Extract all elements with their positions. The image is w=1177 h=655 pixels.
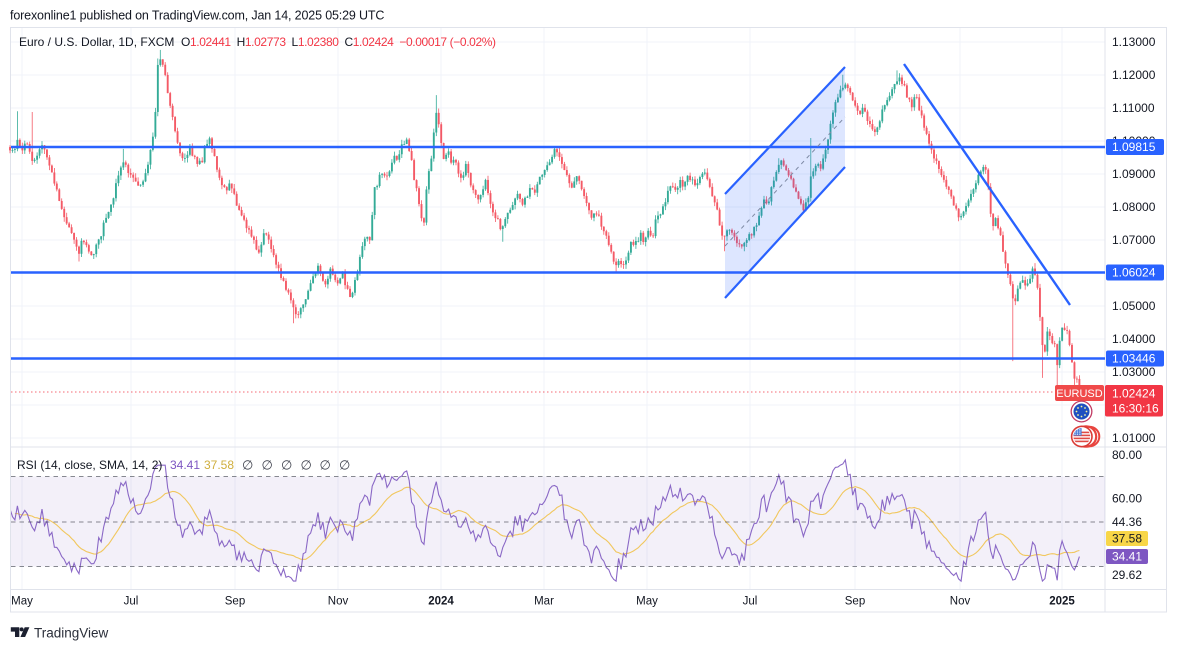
svg-text:1.11000: 1.11000 xyxy=(1112,101,1155,115)
svg-text:Sep: Sep xyxy=(845,596,865,608)
svg-text:80.00: 80.00 xyxy=(1112,448,1142,462)
svg-text:1.04000: 1.04000 xyxy=(1112,332,1156,346)
svg-text:1.05000: 1.05000 xyxy=(1112,299,1156,313)
svg-text:2025: 2025 xyxy=(1049,596,1075,608)
svg-text:37.58: 37.58 xyxy=(204,458,234,472)
svg-text:34.41: 34.41 xyxy=(170,458,200,472)
svg-text:TradingView: TradingView xyxy=(34,626,109,641)
svg-text:EURUSD: EURUSD xyxy=(1056,388,1103,400)
svg-text:Euro / U.S. Dollar, 1D, FXCM: Euro / U.S. Dollar, 1D, FXCM xyxy=(19,35,174,49)
svg-text:60.00: 60.00 xyxy=(1112,492,1142,506)
svg-text:1.09815: 1.09815 xyxy=(1112,140,1156,154)
svg-text:RSI (14, close, SMA, 14, 2): RSI (14, close, SMA, 14, 2) xyxy=(17,458,162,472)
svg-text:1.12000: 1.12000 xyxy=(1112,68,1156,82)
svg-text:2024: 2024 xyxy=(428,596,454,608)
svg-text:May: May xyxy=(636,596,658,608)
svg-text:1.07000: 1.07000 xyxy=(1112,233,1156,247)
svg-text:1.01000: 1.01000 xyxy=(1112,431,1156,445)
svg-text:37.58: 37.58 xyxy=(1112,532,1142,546)
svg-text:forexonline1 published on Trad: forexonline1 published on TradingView.co… xyxy=(10,9,384,23)
svg-text:O1.02441 H1.02773 L1.02380: O1.02441 H1.02773 L1.02380 C1.02424 −0.0… xyxy=(181,35,496,49)
svg-text:Mar: Mar xyxy=(534,596,554,608)
svg-text:16:30:16: 16:30:16 xyxy=(1112,402,1159,416)
svg-text:1.03446: 1.03446 xyxy=(1112,352,1156,366)
svg-text:34.41: 34.41 xyxy=(1112,550,1142,564)
svg-text:Jul: Jul xyxy=(124,596,139,608)
svg-text:1.06024: 1.06024 xyxy=(1112,266,1156,280)
svg-text:1.02424: 1.02424 xyxy=(1112,387,1156,401)
svg-text:1.09000: 1.09000 xyxy=(1112,167,1156,181)
svg-text:1.13000: 1.13000 xyxy=(1112,35,1156,49)
svg-text:29.62: 29.62 xyxy=(1112,568,1142,582)
svg-text:Nov: Nov xyxy=(328,596,349,608)
svg-text:1.03000: 1.03000 xyxy=(1112,365,1156,379)
svg-text:Nov: Nov xyxy=(950,596,971,608)
svg-text:May: May xyxy=(11,596,33,608)
svg-text:1.08000: 1.08000 xyxy=(1112,200,1156,214)
svg-text:44.36: 44.36 xyxy=(1112,515,1142,529)
svg-text:Sep: Sep xyxy=(225,596,245,608)
svg-text:Jul: Jul xyxy=(743,596,758,608)
